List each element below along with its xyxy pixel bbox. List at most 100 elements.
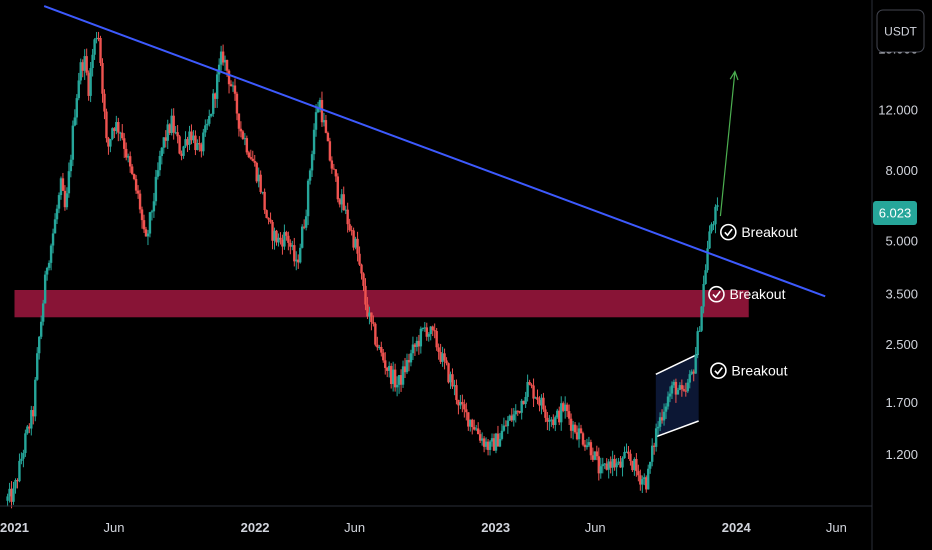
candle: [672, 379, 676, 388]
candle: [330, 156, 334, 174]
candles-layer: [6, 31, 719, 509]
candle: [457, 399, 460, 415]
candle: [85, 48, 88, 76]
candle: [528, 379, 531, 386]
candle: [63, 185, 67, 211]
candle: [463, 399, 466, 418]
candle: [160, 147, 164, 165]
support-zone-layer: [14, 289, 749, 318]
candle: [69, 154, 73, 178]
time-tick-label: 2023: [481, 520, 510, 535]
candle: [65, 187, 69, 210]
candle: [542, 392, 545, 412]
candle: [352, 227, 355, 251]
candle: [267, 217, 270, 225]
breakout-label: Breakout: [729, 286, 785, 302]
candle: [152, 192, 156, 218]
breakout-annotation[interactable]: Breakout: [720, 223, 798, 241]
candle: [20, 452, 23, 465]
candle: [192, 130, 195, 144]
candle: [123, 133, 126, 158]
candle: [627, 446, 630, 460]
candle: [223, 55, 227, 71]
candle: [393, 363, 397, 392]
candle: [397, 374, 401, 394]
candle: [295, 251, 298, 271]
candle: [427, 332, 430, 342]
candle: [643, 473, 646, 486]
candle: [595, 445, 599, 461]
candle: [340, 189, 343, 213]
candle: [403, 357, 407, 379]
breakout-annotation[interactable]: Breakout: [708, 285, 786, 303]
candle: [210, 113, 213, 118]
candle: [475, 424, 478, 432]
time-axis[interactable]: 2021 Jun 2022 Jun 2023 Jun 2024 Jun: [0, 520, 847, 535]
candle: [534, 396, 537, 399]
candle: [200, 142, 203, 158]
candle: [314, 104, 318, 137]
candle: [8, 482, 11, 503]
candle: [332, 163, 336, 170]
candle: [476, 422, 480, 435]
candle: [520, 398, 523, 420]
candle: [370, 312, 373, 331]
candle: [583, 439, 587, 451]
trendline-layer[interactable]: [43, 5, 826, 298]
candle: [678, 382, 682, 391]
candle: [59, 176, 63, 200]
breakout-annotation[interactable]: Breakout: [710, 362, 788, 379]
candle: [631, 460, 634, 473]
candle: [684, 382, 688, 397]
candle: [12, 481, 15, 505]
candle: [498, 432, 502, 448]
candle: [459, 395, 462, 410]
candle: [233, 78, 237, 101]
currency-unit-box[interactable]: USDT: [876, 9, 925, 53]
resistance-trendline[interactable]: [43, 5, 826, 298]
candle: [386, 366, 389, 378]
candle: [601, 457, 604, 474]
candle: [593, 451, 597, 461]
candle: [277, 233, 280, 247]
candle: [573, 421, 577, 434]
current-price-badge-bg: [873, 200, 917, 225]
candle: [700, 306, 703, 332]
candle: [431, 325, 434, 337]
breakout-label: Breakout: [741, 224, 797, 240]
candle: [536, 389, 539, 405]
candle: [486, 439, 490, 456]
channel-bottom-line[interactable]: [655, 420, 699, 438]
candle: [364, 278, 367, 311]
candle: [504, 420, 508, 427]
candle: [704, 264, 707, 285]
candle: [176, 125, 179, 144]
candle: [716, 197, 719, 211]
candle: [641, 475, 644, 494]
candle: [53, 213, 57, 234]
candle: [662, 403, 666, 426]
price-tick-label: 1.700: [885, 395, 918, 410]
candle: [61, 172, 65, 191]
candle: [411, 336, 415, 360]
candle: [89, 61, 92, 103]
candle: [326, 131, 330, 142]
candle: [556, 408, 559, 419]
candle: [301, 224, 304, 249]
candle: [563, 396, 567, 419]
channel-top-line[interactable]: [655, 353, 699, 375]
candle: [637, 464, 640, 482]
time-tick-label: 2021: [0, 520, 29, 535]
candle: [156, 162, 160, 180]
candle: [261, 191, 264, 195]
candle: [532, 378, 535, 408]
candle: [204, 119, 207, 137]
candle: [336, 173, 339, 203]
candle: [530, 383, 533, 389]
candle: [67, 162, 71, 198]
candle: [666, 391, 670, 410]
support-zone[interactable]: [14, 289, 749, 318]
candle: [71, 120, 75, 167]
candle: [55, 204, 59, 224]
